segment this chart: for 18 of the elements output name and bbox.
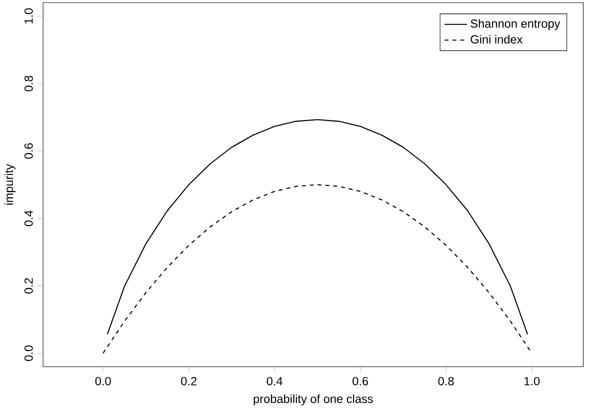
y-tick-label: 0.8 xyxy=(24,76,33,92)
y-axis-title: impurity xyxy=(4,164,16,205)
y-tick-label: 1.0 xyxy=(24,8,33,24)
y-tick-label: 0.0 xyxy=(24,346,33,362)
x-tick-label: 0.6 xyxy=(352,377,368,386)
y-tick-label: 0.2 xyxy=(24,278,33,294)
y-tick-label: 0.6 xyxy=(24,143,33,159)
legend-label: Shannon entropy xyxy=(470,19,560,30)
x-tick-label: 0.2 xyxy=(181,377,196,386)
line-series xyxy=(102,184,532,354)
x-axis-title: probability of one class xyxy=(254,394,373,406)
x-tick-label: 0.8 xyxy=(438,377,454,386)
x-tick-label: 0.4 xyxy=(266,377,282,386)
line-series xyxy=(106,119,528,336)
x-tick-label: 1.0 xyxy=(524,377,540,386)
x-tick-label: 0.0 xyxy=(95,377,111,386)
legend-label: Gini index xyxy=(470,35,523,44)
y-tick-label: 0.4 xyxy=(24,210,33,226)
